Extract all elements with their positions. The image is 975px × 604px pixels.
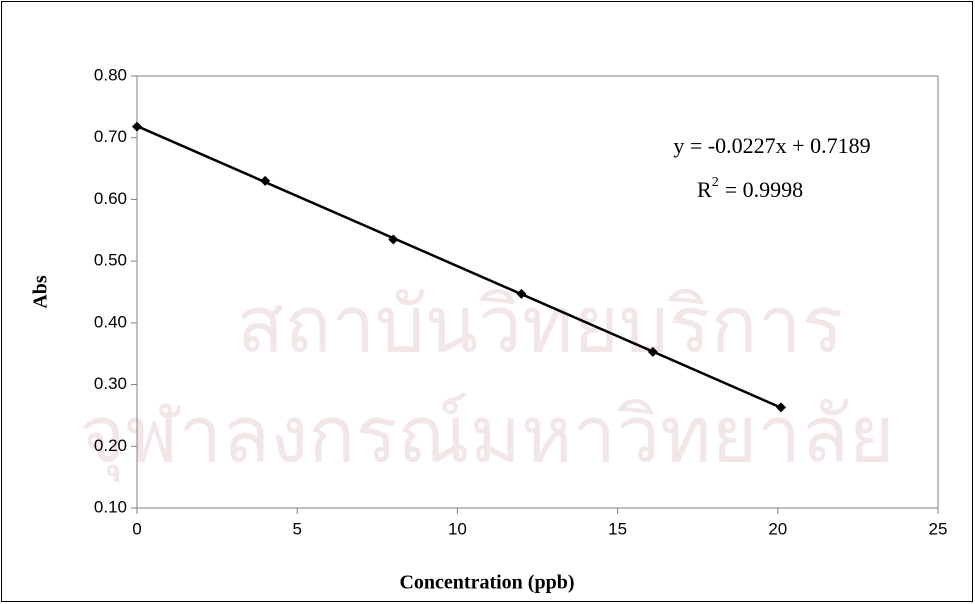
x-axis-title: Concentration (ppb) [399,572,574,594]
y-tick-label: 0.10 [94,497,127,516]
y-axis-title: Abs [30,275,52,309]
r-symbol: R [697,177,712,202]
x-tick-label: 15 [608,519,627,538]
data-point [132,121,142,132]
plot-area [136,75,939,509]
data-point [260,175,271,186]
watermark: จุฬาลงกรณ์มหาวิทยาลัย [79,390,894,482]
trendline [136,124,782,409]
data-point [516,288,527,299]
y-tick-label: 0.50 [94,251,127,270]
y-tick-label: 0.20 [94,436,127,455]
data-point [647,346,658,357]
y-tick-label: 0.60 [94,189,127,208]
x-tick-label: 5 [292,519,301,538]
x-tick-label: 20 [768,519,787,538]
watermark: สถาบันวิทยบริการ [237,280,844,370]
trendline-equation: y = -0.0227x + 0.7189 [673,133,870,158]
y-tick-label: 0.40 [94,312,127,331]
data-point [776,402,787,413]
x-tick-label: 10 [448,519,467,538]
data-point [388,234,399,245]
y-tick-label: 0.30 [94,374,127,393]
x-tick-label: 0 [132,519,141,538]
r-squared: R2 = 0.9998 [697,175,803,202]
r-exponent: 2 [712,175,719,190]
r-value: = 0.9998 [725,177,803,202]
y-tick-label: 0.80 [94,65,127,84]
x-tick-label: 25 [929,519,948,538]
y-tick-label: 0.70 [94,127,127,146]
